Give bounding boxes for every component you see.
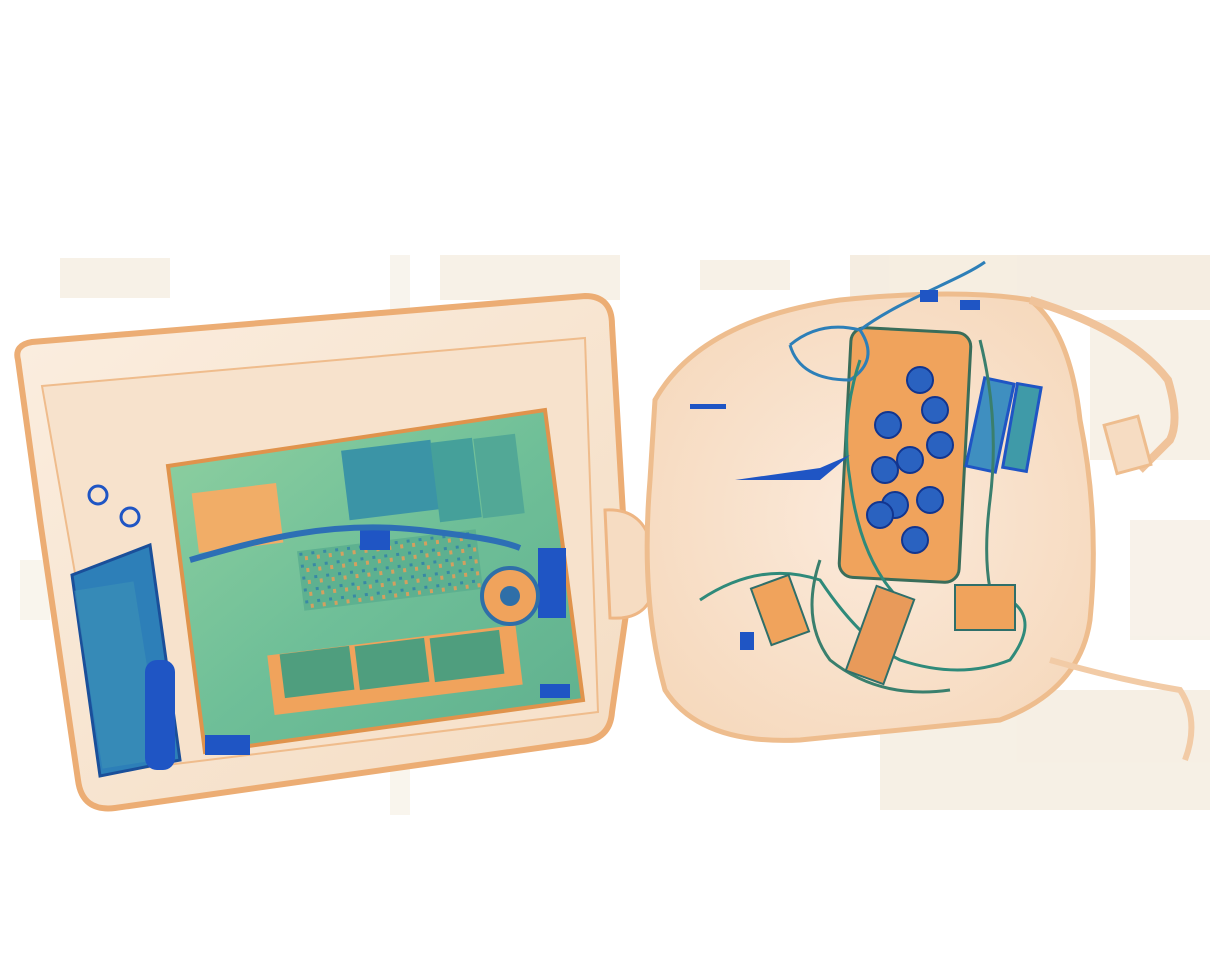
laptop-motherboard — [165, 407, 586, 755]
cooling-fan — [480, 566, 540, 626]
phone — [70, 484, 182, 778]
circuit-boards — [690, 290, 1016, 686]
battery-pack — [837, 326, 1043, 584]
